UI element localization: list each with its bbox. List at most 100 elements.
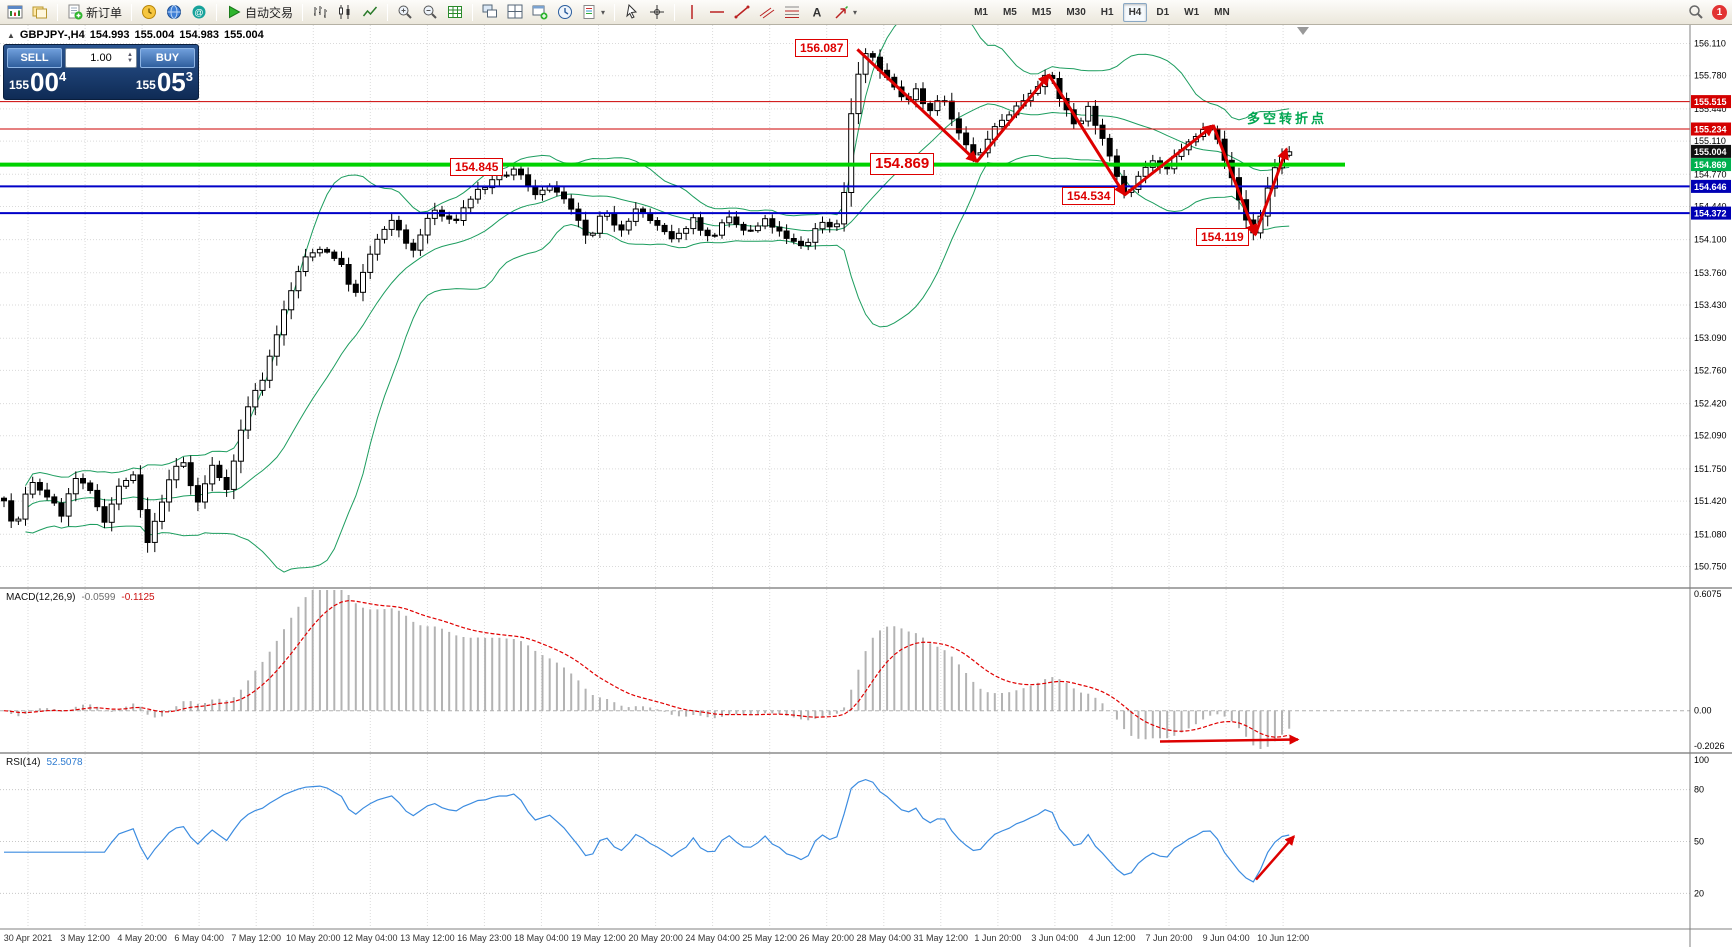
toolbar-separator — [302, 3, 304, 21]
mql5-community-button[interactable]: @ — [187, 2, 211, 23]
horizontal-line-tool-button[interactable] — [705, 2, 729, 23]
new-chart-button[interactable] — [3, 2, 27, 23]
ohlc-readout: ▲ GBPJPY-,H4 154.993 155.004 154.983 155… — [7, 29, 264, 41]
time-axis[interactable]: 30 Apr 2021 3 May 12:00 4 May 20:00 6 May 0… — [4, 933, 1309, 943]
tile-windows-button[interactable] — [503, 2, 527, 23]
svg-text:155.440: 155.440 — [1694, 104, 1727, 114]
buy-button[interactable]: BUY — [140, 48, 195, 68]
autotrading-button[interactable]: 自动交易 — [222, 2, 297, 23]
search-button[interactable] — [1684, 2, 1708, 23]
autotrading-icon — [229, 5, 241, 19]
svg-text:@: @ — [194, 8, 203, 18]
rsi-name: RSI(14) — [6, 757, 41, 768]
history-center-button[interactable] — [137, 2, 161, 23]
chart-shift-marker[interactable] — [1297, 27, 1309, 35]
one-click-collapse-icon[interactable]: ▲ — [7, 30, 15, 40]
arrows-tool-button[interactable]: ▾ — [830, 2, 861, 23]
sell-button[interactable]: SELL — [7, 48, 62, 68]
candlestick-chart-button[interactable] — [333, 2, 357, 23]
toolbar-separator — [674, 3, 676, 21]
quote-open: 154.993 — [89, 29, 130, 41]
channel-tool-button[interactable] — [755, 2, 779, 23]
svg-text:10 Jun 12:00: 10 Jun 12:00 — [1257, 933, 1309, 943]
timeframe-w1-button[interactable]: W1 — [1178, 3, 1205, 22]
rsi-pane — [0, 778, 1690, 894]
spin-down-icon[interactable]: ▼ — [127, 58, 133, 64]
text-icon: A — [813, 6, 822, 20]
toolbar: 新订单 @ 自动交易 ▾ A ▾ M1 M5 M15 M30 H1 H4 D1 W1 MN 1 — [0, 0, 1732, 25]
price-callout[interactable]: 154.845 — [450, 158, 504, 176]
svg-text:50: 50 — [1694, 837, 1704, 847]
spin-up-icon[interactable]: ▲ — [127, 52, 133, 58]
price-callout[interactable]: 154.869 — [870, 152, 935, 175]
fibonacci-tool-button[interactable] — [780, 2, 804, 23]
svg-text:155.515: 155.515 — [1694, 97, 1727, 107]
search-icon — [1689, 5, 1703, 19]
new-order-icon — [68, 4, 83, 20]
crosshair-tool-button[interactable] — [645, 2, 669, 23]
text-tool-button[interactable]: A — [805, 2, 829, 23]
toolbar-separator — [57, 3, 58, 21]
volume-stepper[interactable]: 1.00 ▲ ▼ — [65, 48, 137, 68]
profiles-button[interactable] — [28, 2, 52, 23]
timeframe-h4-button[interactable]: H4 — [1122, 2, 1148, 22]
timeframe-m15-button[interactable]: M15 — [1026, 3, 1057, 22]
price-callout[interactable]: 154.534 — [1062, 186, 1116, 205]
svg-text:30 Apr 2021: 30 Apr 2021 — [4, 933, 53, 943]
timeframe-m5-button[interactable]: M5 — [997, 3, 1023, 22]
toolbar-separator — [472, 3, 474, 21]
toolbar-separator — [131, 3, 133, 21]
period-settings-button[interactable] — [553, 2, 577, 23]
sell-price-sup: 4 — [58, 69, 67, 84]
vertical-line-tool-button[interactable] — [680, 2, 704, 23]
zigzag-annotation[interactable] — [856, 48, 1289, 237]
svg-text:151.750: 151.750 — [1694, 464, 1727, 474]
price-callout[interactable]: 156.087 — [795, 39, 849, 58]
new-order-button[interactable]: 新订单 — [63, 2, 126, 23]
zoom-out-button[interactable] — [418, 2, 442, 23]
one-click-trading-panel: SELL 1.00 ▲ ▼ BUY 155 00 4 155 05 3 — [3, 44, 199, 100]
svg-text:20 May 20:00: 20 May 20:00 — [628, 933, 683, 943]
svg-text:16 May 23:00: 16 May 23:00 — [457, 933, 512, 943]
svg-text:9 Jun 04:00: 9 Jun 04:00 — [1203, 933, 1250, 943]
new-window-button[interactable] — [528, 2, 552, 23]
svg-text:7 May 12:00: 7 May 12:00 — [231, 933, 281, 943]
auto-arrange-button[interactable] — [443, 2, 467, 23]
timeframe-m30-button[interactable]: M30 — [1060, 3, 1091, 22]
toolbar-separator — [614, 3, 616, 21]
web-terminal-button[interactable] — [162, 2, 186, 23]
quote-close: 155.004 — [224, 29, 264, 41]
svg-text:1 Jun 20:00: 1 Jun 20:00 — [974, 933, 1021, 943]
cursor-tool-button[interactable] — [620, 2, 644, 23]
templates-button[interactable]: ▾ — [578, 2, 609, 23]
svg-text:100: 100 — [1694, 755, 1709, 765]
svg-text:154.100: 154.100 — [1694, 235, 1727, 245]
rsi-red-arrow[interactable] — [1255, 835, 1295, 881]
price-callout[interactable]: 154.119 — [1196, 227, 1249, 246]
timeframe-mn-button[interactable]: MN — [1208, 3, 1236, 22]
timeframe-d1-button[interactable]: D1 — [1150, 3, 1175, 22]
pane-separators[interactable] — [0, 25, 1732, 947]
vline-icon — [691, 5, 693, 19]
line-chart-button[interactable] — [358, 2, 382, 23]
history-icon — [142, 5, 157, 19]
macd-red-arrow[interactable] — [1159, 734, 1300, 745]
svg-text:4 Jun 12:00: 4 Jun 12:00 — [1088, 933, 1135, 943]
crosshair-icon — [650, 5, 665, 19]
notification-badge[interactable]: 1 — [1712, 4, 1727, 20]
svg-text:18 May 04:00: 18 May 04:00 — [514, 933, 569, 943]
turning-point-annotation[interactable]: 多空转折点 — [1247, 111, 1328, 126]
volume-spin-buttons[interactable]: ▲ ▼ — [125, 49, 135, 67]
horizontal-level-lines[interactable] — [0, 101, 1690, 215]
zoom-in-button[interactable] — [393, 2, 417, 23]
timeframe-m1-button[interactable]: M1 — [968, 3, 994, 22]
timeframe-h1-button[interactable]: H1 — [1095, 3, 1120, 22]
bar-chart-button[interactable] — [308, 2, 332, 23]
trendline-tool-button[interactable] — [730, 2, 754, 23]
cascade-windows-button[interactable] — [478, 2, 502, 23]
svg-text:12 May 04:00: 12 May 04:00 — [343, 933, 398, 943]
price-axis[interactable]: 156.110 155.780 155.440 155.110 154.770 154.4… — [1691, 39, 1731, 899]
volume-value: 1.00 — [90, 52, 112, 64]
sell-price: 155 00 4 — [9, 69, 66, 95]
